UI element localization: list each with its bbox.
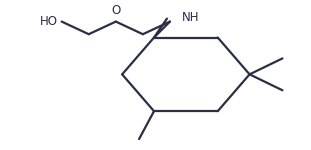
Text: NH: NH [182, 11, 199, 24]
Text: O: O [111, 4, 120, 17]
Text: HO: HO [40, 15, 58, 28]
